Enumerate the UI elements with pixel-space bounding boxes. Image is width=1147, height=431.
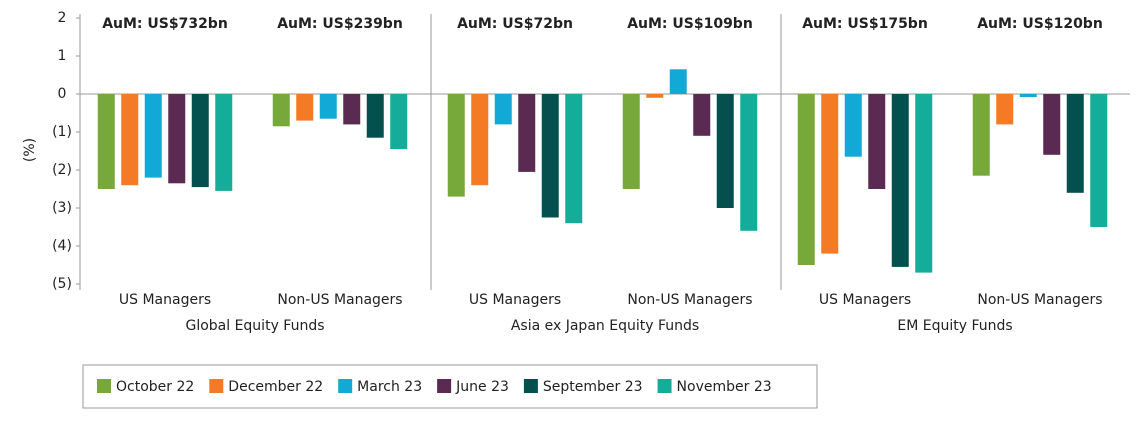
bar (868, 94, 886, 189)
bar (494, 94, 512, 125)
bar (97, 94, 115, 189)
panel-label: EM Equity Funds (897, 318, 1012, 334)
bar (168, 94, 186, 184)
bar (1043, 94, 1061, 155)
y-tick-label: (5) (52, 276, 72, 292)
x-tick-label: Non-US Managers (627, 292, 752, 308)
legend-swatch (97, 379, 111, 393)
legend-box (82, 364, 818, 409)
bar (646, 94, 664, 98)
aum-annotation: AuM: US$175bn (802, 16, 928, 32)
x-tick-label: US Managers (819, 292, 911, 308)
bar (121, 94, 139, 186)
bar (915, 94, 933, 273)
bar (541, 94, 559, 218)
y-tick-label: (2) (52, 162, 72, 178)
y-tick-label: (1) (52, 124, 72, 140)
legend-swatch (523, 379, 538, 393)
bar (272, 94, 290, 127)
y-tick-label: (4) (52, 238, 72, 254)
bar (565, 94, 583, 224)
x-tick-label: US Managers (119, 292, 211, 308)
legend-swatch (657, 379, 672, 393)
bar (669, 69, 687, 94)
legend-label: October 22 (116, 379, 194, 395)
bar (693, 94, 711, 136)
bar (716, 94, 734, 208)
bar (319, 94, 337, 119)
y-axis-label: (%) (22, 138, 38, 162)
bar (215, 94, 233, 191)
panel-label: Global Equity Funds (185, 318, 324, 334)
bar (366, 94, 384, 138)
bar (821, 94, 839, 254)
x-tick-label: US Managers (469, 292, 561, 308)
legend-swatch (437, 379, 452, 393)
bar (447, 94, 465, 197)
bar (191, 94, 209, 188)
bar (144, 94, 162, 178)
bar (972, 94, 990, 176)
aum-annotation: AuM: US$72bn (457, 16, 573, 32)
bar (1019, 94, 1037, 98)
x-tick-label: Non-US Managers (277, 292, 402, 308)
legend-label: March 23 (357, 379, 422, 395)
bar (471, 94, 489, 186)
y-tick-label: 1 (58, 48, 67, 64)
legend-label: June 23 (455, 379, 509, 395)
bar (1066, 94, 1084, 193)
legend-swatch (338, 379, 353, 393)
panel-label: Asia ex Japan Equity Funds (511, 318, 699, 334)
legend-label: December 22 (228, 379, 323, 395)
x-tick-label: Non-US Managers (977, 292, 1102, 308)
bar (343, 94, 361, 125)
y-tick-label: 0 (58, 86, 67, 102)
aum-annotation: AuM: US$109bn (627, 16, 753, 32)
bar (740, 94, 758, 231)
bar (390, 94, 408, 150)
bar (891, 94, 909, 267)
y-tick-label: 2 (58, 10, 67, 26)
y-tick-label: (3) (52, 200, 72, 216)
aum-annotation: AuM: US$732bn (102, 16, 228, 32)
aum-annotation: AuM: US$239bn (277, 16, 403, 32)
legend-swatch (209, 379, 224, 393)
bar (1090, 94, 1108, 227)
aum-annotation: AuM: US$120bn (977, 16, 1103, 32)
bar (797, 94, 815, 265)
legend-label: November 23 (677, 379, 772, 395)
bar (996, 94, 1014, 125)
bar (622, 94, 640, 189)
bar (844, 94, 862, 157)
legend-label: September 23 (543, 379, 643, 395)
bar (518, 94, 536, 172)
bar (296, 94, 314, 121)
